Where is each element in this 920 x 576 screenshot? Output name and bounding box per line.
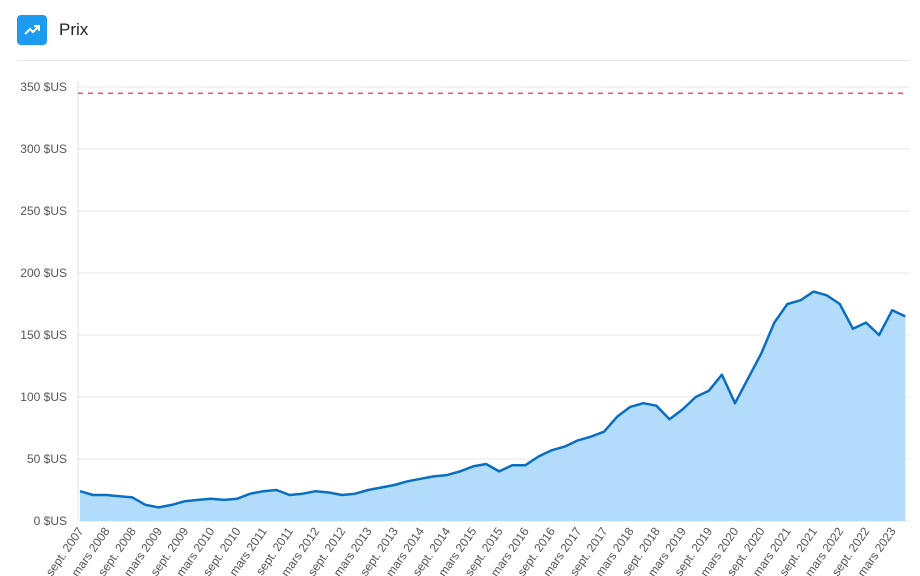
separator: [17, 60, 910, 61]
y-tick-label: 50 $US: [27, 452, 67, 466]
y-tick-label: 100 $US: [20, 390, 67, 404]
area-fill: [80, 291, 906, 521]
y-tick-label: 300 $US: [20, 142, 67, 156]
y-tick-label: 200 $US: [20, 266, 67, 280]
price-line: [79, 290, 906, 509]
trend-icon: [17, 15, 47, 45]
y-tick-label: 250 $US: [20, 204, 67, 218]
y-tick-label: 150 $US: [20, 328, 67, 342]
header: Prix: [17, 15, 88, 45]
y-tick-label: 350 $US: [20, 80, 67, 94]
icon-glyph: [24, 25, 40, 35]
y-tick-label: 0 $US: [34, 514, 67, 528]
title: Prix: [59, 20, 89, 39]
